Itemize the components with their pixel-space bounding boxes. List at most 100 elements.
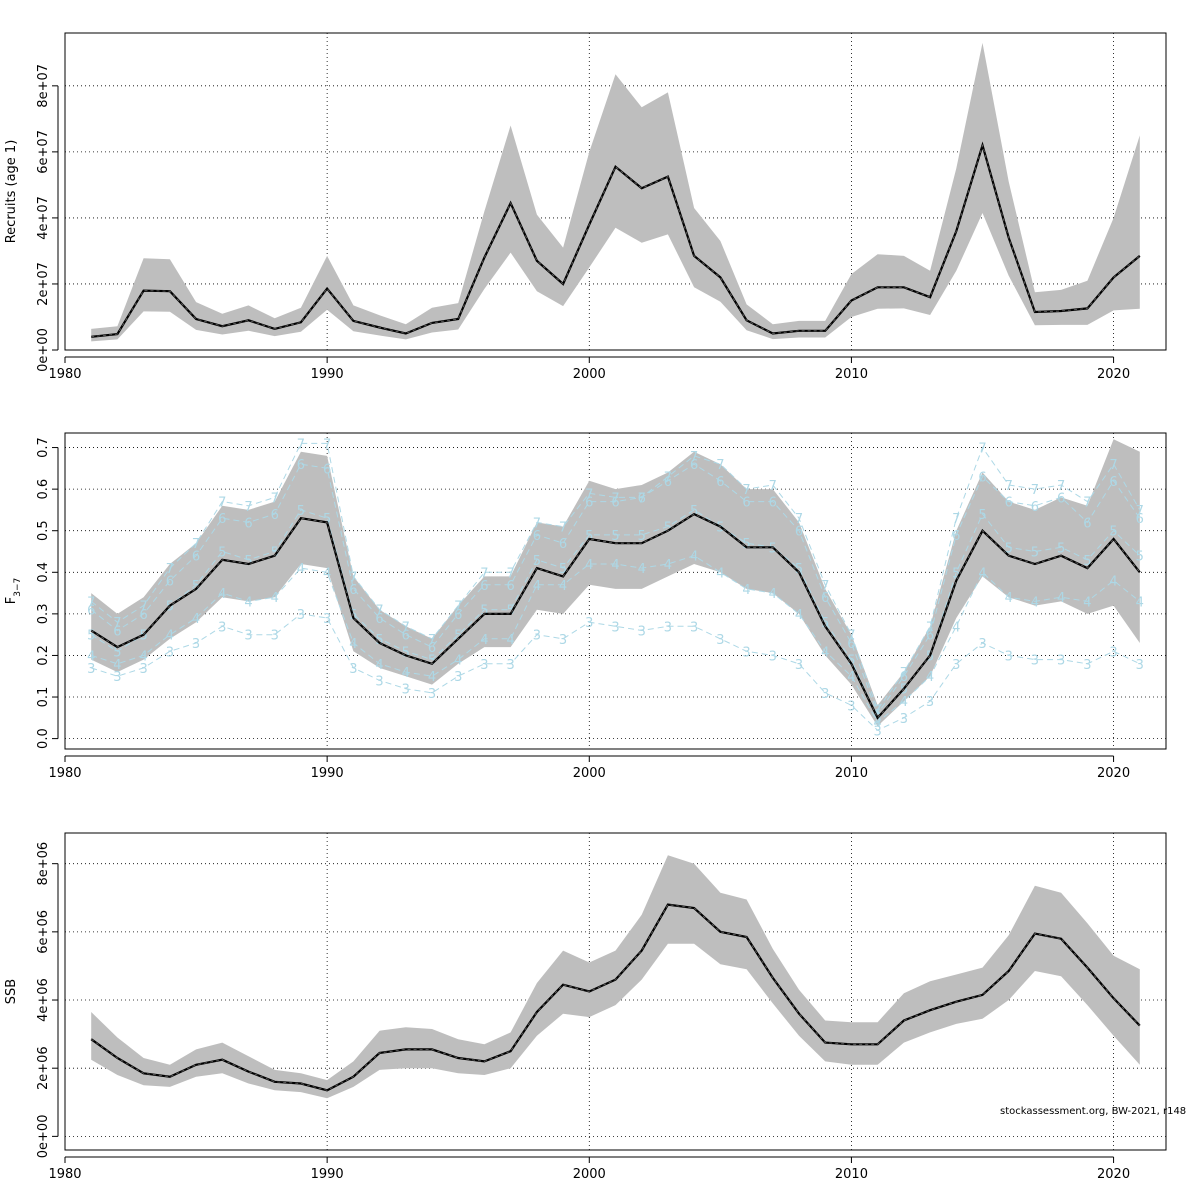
x-tick-label: 2020 xyxy=(1097,367,1130,382)
age-label-4: 4 xyxy=(375,658,383,673)
age-label-7: 7 xyxy=(900,666,908,681)
age-label-5: 5 xyxy=(664,521,672,536)
age-label-6: 6 xyxy=(533,529,541,544)
age-label-6: 6 xyxy=(926,629,934,644)
age-label-5: 5 xyxy=(1057,541,1065,556)
age-label-6: 6 xyxy=(769,496,777,511)
age-label-4: 4 xyxy=(1031,595,1039,610)
plot-frame xyxy=(64,432,1167,750)
y-tick-label: 6e+07 xyxy=(36,130,51,174)
age-label-4: 4 xyxy=(507,633,515,648)
age-label-5: 5 xyxy=(952,566,960,581)
age-label-4: 4 xyxy=(559,579,567,594)
plot-frame xyxy=(64,832,1167,1151)
age-label-5: 5 xyxy=(297,504,305,519)
age-label-5: 5 xyxy=(454,629,462,644)
plot-frame xyxy=(64,32,1167,351)
age-label-7: 7 xyxy=(533,516,541,531)
age-label-3: 3 xyxy=(952,658,960,673)
age-label-7: 7 xyxy=(140,600,148,615)
y-tick-label: 0e+00 xyxy=(36,1115,51,1159)
age-label-5: 5 xyxy=(271,546,279,561)
age-label-7: 7 xyxy=(1083,496,1091,511)
age-label-3: 3 xyxy=(1005,649,1013,664)
y-tick-label: 0.4 xyxy=(36,562,51,583)
age-label-3: 3 xyxy=(192,637,200,652)
y-tick-label: 8e+07 xyxy=(36,64,51,108)
age-label-5: 5 xyxy=(218,546,226,561)
y-tick-label: 0.2 xyxy=(36,645,51,666)
age-label-4: 4 xyxy=(113,658,121,673)
y-tick-label: 6e+06 xyxy=(36,910,51,954)
age-label-4: 4 xyxy=(1005,591,1013,606)
age-label-7: 7 xyxy=(1136,504,1144,519)
age-label-5: 5 xyxy=(113,645,121,660)
y-tick-label: 0.5 xyxy=(36,520,51,541)
age-label-6: 6 xyxy=(402,629,410,644)
age-label-3: 3 xyxy=(533,629,541,644)
age-label-3: 3 xyxy=(900,712,908,727)
age-label-3: 3 xyxy=(978,637,986,652)
age-label-5: 5 xyxy=(533,554,541,569)
age-label-6: 6 xyxy=(847,637,855,652)
age-label-3: 3 xyxy=(1136,658,1144,673)
age-label-3: 3 xyxy=(769,649,777,664)
age-label-5: 5 xyxy=(795,562,803,577)
age-label-7: 7 xyxy=(244,500,252,515)
age-label-5: 5 xyxy=(716,521,724,536)
age-label-5: 5 xyxy=(507,604,515,619)
estimate-line-dash xyxy=(90,513,1141,719)
age-label-3: 3 xyxy=(113,670,121,685)
x-tick-label: 1980 xyxy=(48,1167,81,1182)
x-tick-label: 2000 xyxy=(573,1167,606,1182)
x-tick-label: 2010 xyxy=(835,1167,868,1182)
estimate-line-dash xyxy=(90,904,1141,1091)
age-label-5: 5 xyxy=(847,654,855,669)
age-label-6: 6 xyxy=(375,612,383,627)
age-label-7: 7 xyxy=(611,491,619,506)
age-label-4: 4 xyxy=(978,566,986,581)
x-tick-label: 2000 xyxy=(573,766,606,781)
age-label-5: 5 xyxy=(244,554,252,569)
y-axis-label: F3−7 xyxy=(4,578,23,604)
age-label-3: 3 xyxy=(375,674,383,689)
age-label-5: 5 xyxy=(742,537,750,552)
age-label-7: 7 xyxy=(428,633,436,648)
y-tick-label: 0.3 xyxy=(36,604,51,625)
age-label-6: 6 xyxy=(323,462,331,477)
age-label-6: 6 xyxy=(480,579,488,594)
age-label-7: 7 xyxy=(978,442,986,457)
x-tick-label: 2020 xyxy=(1097,1167,1130,1182)
age-label-6: 6 xyxy=(559,537,567,552)
age-label-4: 4 xyxy=(87,649,95,664)
confidence-band xyxy=(91,439,1140,727)
age-label-3: 3 xyxy=(795,658,803,673)
age-label-4: 4 xyxy=(1083,595,1091,610)
age-label-7: 7 xyxy=(952,512,960,527)
x-tick-label: 1980 xyxy=(48,766,81,781)
confidence-band xyxy=(91,42,1140,342)
x-tick-label: 1980 xyxy=(48,367,81,382)
age-label-7: 7 xyxy=(874,704,882,719)
age-label-7: 7 xyxy=(507,566,515,581)
age-label-3: 3 xyxy=(297,608,305,623)
y-axis-label: Recruits (age 1) xyxy=(4,140,19,244)
age-label-6: 6 xyxy=(349,583,357,598)
age-label-4: 4 xyxy=(795,608,803,623)
age-label-5: 5 xyxy=(611,529,619,544)
y-tick-label: 0.1 xyxy=(36,687,51,708)
age-label-6: 6 xyxy=(690,458,698,473)
age-label-5: 5 xyxy=(1109,525,1117,540)
age-label-7: 7 xyxy=(218,496,226,511)
x-tick-label: 2020 xyxy=(1097,766,1130,781)
age-label-3: 3 xyxy=(742,645,750,660)
confidence-band xyxy=(91,855,1140,1099)
age-label-7: 7 xyxy=(454,600,462,615)
age-label-4: 4 xyxy=(1057,591,1065,606)
panel-1: 1980 1990 2000 2010 2020 0e+00 2e+07 4e+07 6e+07… xyxy=(4,32,1167,382)
age-label-3: 3 xyxy=(271,629,279,644)
age-label-3: 3 xyxy=(1057,654,1065,669)
age-label-3: 3 xyxy=(611,620,619,635)
age-label-7: 7 xyxy=(375,604,383,619)
age-label-6: 6 xyxy=(874,708,882,723)
